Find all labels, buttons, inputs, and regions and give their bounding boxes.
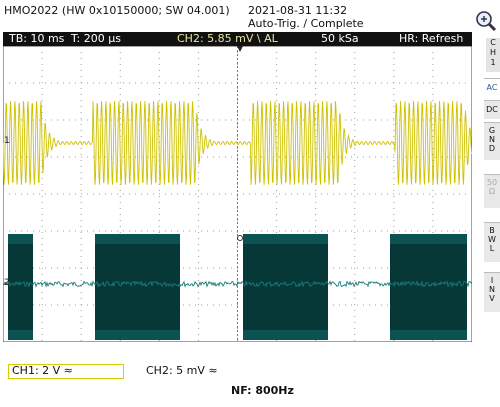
trigger-time[interactable]: T: 200 µs [71,32,121,45]
acquisition-mode[interactable]: HR: Refresh [399,32,464,45]
info-bar: TB: 10 ms T: 200 µs CH2: 5.85 mV \ AL 50… [3,32,472,46]
bwl-letter: W [488,235,496,244]
ch1-marker[interactable]: 1 [4,136,10,146]
channel-letter-c: C [490,38,496,47]
inv-letter: N [489,285,495,294]
waveform-display[interactable]: 1 2 [3,46,472,342]
bwl-button[interactable]: B W L [484,222,500,262]
channel-menu-header[interactable]: C H 1 [486,38,500,72]
datetime: 2021-08-31 11:32 [248,4,348,17]
ch2-scale[interactable]: CH2: 5 mV ≈ [146,364,218,377]
noise-filter-label: NF: 800Hz [231,384,294,397]
gnd-letter: N [489,135,495,144]
ac-label: AC [486,83,498,92]
coupling-gnd-button[interactable]: G N D [484,122,500,160]
zoom-icon[interactable] [475,10,497,32]
trigger-point-marker [237,235,243,241]
trigger-position-marker[interactable] [237,46,243,52]
bwl-letter: L [489,244,495,253]
bwl-letter: B [489,226,495,235]
ch2-trigger-level[interactable]: CH2: 5.85 mV \ AL [177,32,278,45]
ch1-settings-box[interactable] [8,364,124,379]
ohm-symbol: Ω [488,187,496,196]
trigger-status: Auto-Trig. / Complete [248,17,364,30]
channel-number: 1 [490,58,496,67]
invert-button[interactable]: I N V [484,272,500,312]
ch1-waveform [3,101,472,185]
ch2-waveform [3,280,472,289]
coupling-ac-button[interactable]: AC [484,78,500,97]
inv-letter: V [489,294,495,303]
channel-letter-h: H [489,48,496,57]
dc-label: DC [486,105,498,114]
gnd-letter: D [488,144,496,153]
inv-letter: I [490,276,494,285]
impedance-value: 50 [486,178,498,187]
impedance-50-button[interactable]: 50 Ω [484,174,500,208]
ch1-scale: CH1: 2 V ≈ [12,364,73,377]
ch2-waveform-bursts [8,234,467,340]
gnd-letter: G [488,126,496,135]
sample-rate: 50 kSa [321,32,359,45]
coupling-dc-button[interactable]: DC [484,100,500,119]
timebase[interactable]: TB: 10 ms [9,32,65,45]
ch2-marker[interactable]: 2 [4,278,10,288]
device-title: HMO2022 (HW 0x10150000; SW 04.001) [4,4,230,17]
